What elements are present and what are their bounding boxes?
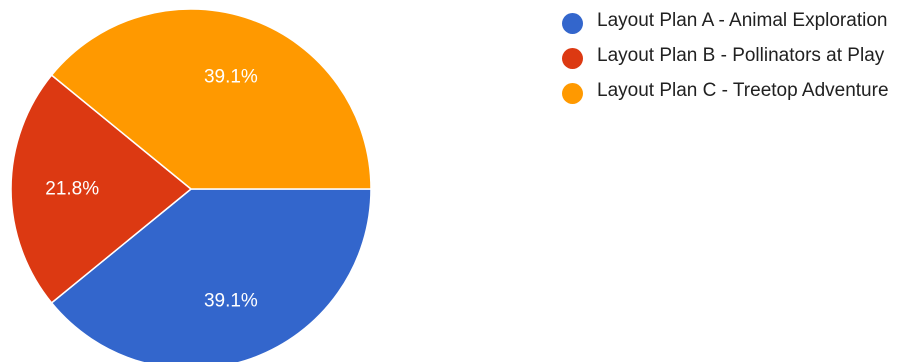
legend-swatch-2: [562, 48, 583, 69]
legend-item-3: Layout Plan C - Treetop Adventure: [562, 78, 907, 104]
pie-slice-2: [10, 74, 193, 304]
pie-slice-3: [50, 8, 372, 190]
pie-slice-label-3: 39.1%: [204, 67, 258, 88]
legend-swatch-1: [562, 13, 583, 34]
pie-slice-labels: 39.1% 21.8% 39.1%: [45, 67, 258, 312]
chart-legend: Layout Plan A - Animal Exploration Layout…: [562, 8, 907, 113]
legend-swatch-3: [562, 83, 583, 104]
legend-item-2: Layout Plan B - Pollinators at Play: [562, 43, 907, 69]
legend-label-3: Layout Plan C - Treetop Adventure: [597, 80, 889, 101]
legend-label-2: Layout Plan B - Pollinators at Play: [597, 45, 885, 66]
pie-slice-label-2: 21.8%: [45, 179, 99, 200]
legend-label-1: Layout Plan A - Animal Exploration: [597, 10, 888, 31]
pie-slice-1: [50, 188, 372, 362]
pie-slices: [10, 8, 372, 362]
legend-item-1: Layout Plan A - Animal Exploration: [562, 8, 907, 34]
pie-slice-label-1: 39.1%: [204, 290, 258, 311]
